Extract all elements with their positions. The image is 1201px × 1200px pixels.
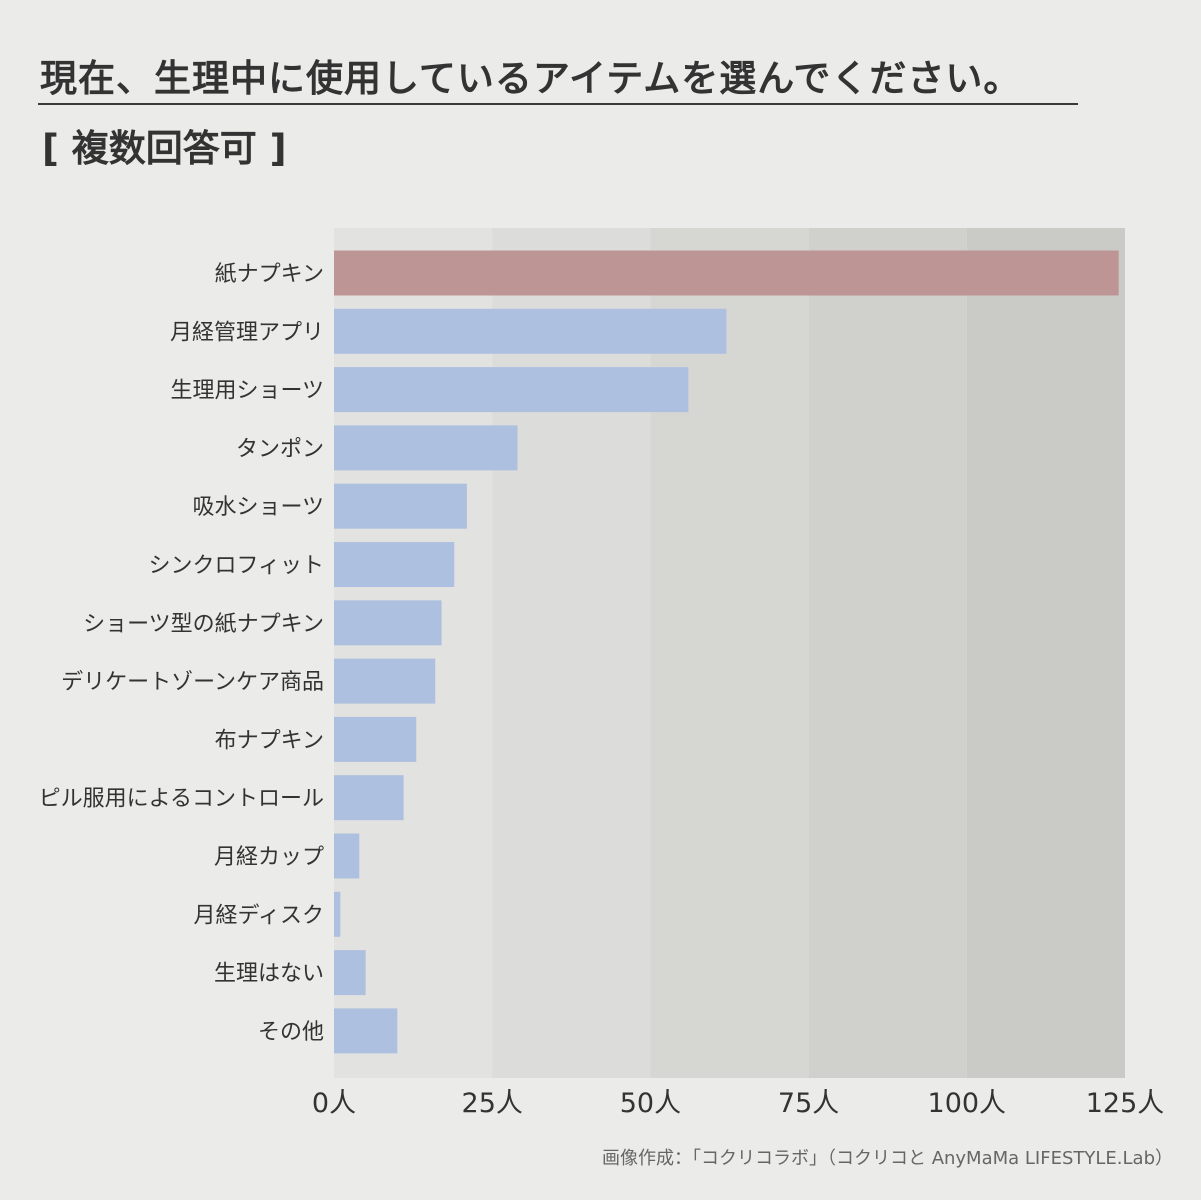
bar bbox=[334, 891, 341, 937]
category-label: 吸水ショーツ bbox=[192, 495, 324, 520]
category-label: シンクロフィット bbox=[148, 554, 324, 579]
x-tick-label: 100人 bbox=[928, 1088, 1007, 1119]
bar bbox=[334, 716, 417, 762]
chart-subtitle: [ 複数回答可 ] bbox=[42, 127, 287, 170]
category-labels: 紙ナプキン月経管理アプリ生理用ショーツタンポン吸水ショーツシンクロフィットショー… bbox=[39, 262, 324, 1045]
bar bbox=[334, 367, 689, 413]
x-tick-labels: 0人 25人 50人 75人 100人 125人 bbox=[312, 1088, 1164, 1119]
plot-band bbox=[966, 228, 1125, 1078]
background-bands bbox=[334, 228, 1125, 1078]
bar bbox=[334, 950, 366, 996]
bar bbox=[334, 775, 404, 821]
category-label: 月経管理アプリ bbox=[170, 320, 324, 345]
category-label: ピル服用によるコントロール bbox=[39, 787, 324, 812]
category-label: ショーツ型の紙ナプキン bbox=[83, 612, 324, 637]
x-tick-label: 50人 bbox=[620, 1088, 681, 1119]
chart-title: 現在、生理中に使用しているアイテムを選んでください。 bbox=[40, 57, 1022, 100]
bar bbox=[334, 542, 455, 587]
bar bbox=[334, 308, 727, 354]
x-tick-label: 25人 bbox=[462, 1088, 523, 1119]
bar bbox=[334, 1008, 398, 1054]
category-label: 生理はない bbox=[214, 962, 324, 987]
bar bbox=[334, 658, 436, 704]
bar bbox=[334, 425, 518, 471]
category-label: 月経ディスク bbox=[194, 903, 324, 928]
category-label: 紙ナプキン bbox=[215, 262, 324, 287]
plot-band bbox=[808, 228, 967, 1078]
category-label: 生理用ショーツ bbox=[170, 379, 324, 404]
x-tick-label: 75人 bbox=[778, 1088, 839, 1119]
category-label: デリケートゾーンケア商品 bbox=[61, 670, 324, 695]
bar bbox=[334, 833, 360, 879]
category-label: 月経カップ bbox=[214, 845, 324, 870]
image-credit: 画像作成：「コクリコラボ」（コクリコと AnyMaMa LIFESTYLE.La… bbox=[601, 1148, 1173, 1169]
plot-band bbox=[492, 228, 651, 1078]
category-label: 布ナプキン bbox=[215, 728, 324, 753]
bar bbox=[334, 483, 467, 529]
bar bbox=[334, 600, 442, 646]
bars bbox=[334, 250, 1119, 1054]
plot-band bbox=[650, 228, 809, 1078]
category-label: その他 bbox=[258, 1020, 324, 1045]
category-label: タンポン bbox=[236, 437, 324, 462]
title-divider bbox=[38, 103, 1078, 105]
x-tick-label: 0人 bbox=[312, 1088, 356, 1119]
x-tick-label: 125人 bbox=[1086, 1088, 1165, 1119]
bar bbox=[334, 250, 1119, 296]
